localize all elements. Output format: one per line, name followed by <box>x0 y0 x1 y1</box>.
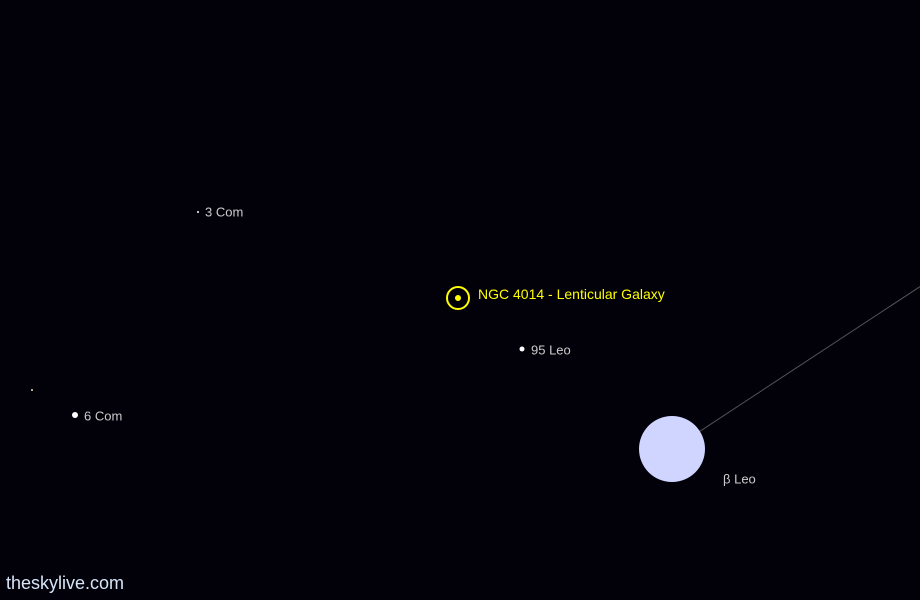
minor-star <box>31 389 33 391</box>
attribution-text: theskylive.com <box>6 573 124 594</box>
constellation-line <box>672 286 920 450</box>
star-label: 3 Com <box>205 205 243 220</box>
finder-chart: 3 Com 6 Com 95 Leo β Leo NGC 4014 - Lenticul… <box>0 0 920 600</box>
target-label: NGC 4014 - Lenticular Galaxy <box>478 286 665 302</box>
star-label: β Leo <box>723 472 756 487</box>
star-dot <box>639 416 705 482</box>
star-dot <box>197 211 199 213</box>
target-center <box>455 295 461 301</box>
star-dot <box>72 412 78 418</box>
star-label: 95 Leo <box>531 343 571 358</box>
star-dot <box>520 347 525 352</box>
star-label: 6 Com <box>84 409 122 424</box>
